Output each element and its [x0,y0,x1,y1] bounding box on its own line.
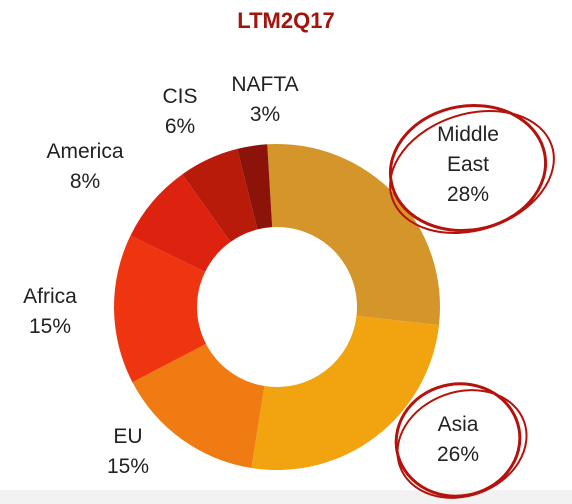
percent-label: 8% [69,170,101,193]
category-name: Africa [23,285,77,308]
category-name: Asia [437,413,479,436]
slice-label: NAFTA 3% [210,70,320,130]
slice-label: Middle East 28% [428,120,508,210]
category-name: America [46,140,124,163]
category-name: CIS [162,85,198,108]
donut-slice [251,315,439,470]
donut-slice [113,235,207,383]
percent-label: 3% [249,103,281,126]
percent-label: 26% [436,443,480,466]
donut-slice [130,174,231,272]
percent-label: 28% [446,183,490,206]
donut-slice [132,343,265,468]
slice-label: America 8% [30,137,140,197]
slice-label: Africa 15% [0,282,105,342]
donut-slice [182,148,258,242]
chart-title: LTM2Q17 [237,8,335,33]
donut [113,144,440,470]
percent-label: 6% [164,115,196,138]
slice-label: CIS 6% [125,82,235,142]
slice-label: EU 15% [73,422,183,482]
percent-label: 15% [28,315,72,338]
percent-label: 15% [106,455,150,478]
donut-slice [267,144,440,326]
footer-band [0,490,572,504]
category-name: Middle East [437,123,499,176]
donut-slice [237,144,273,230]
highlight-circles [388,103,555,499]
category-name: EU [113,425,143,448]
category-name: NAFTA [231,73,299,96]
slice-label: Asia 26% [403,410,513,470]
